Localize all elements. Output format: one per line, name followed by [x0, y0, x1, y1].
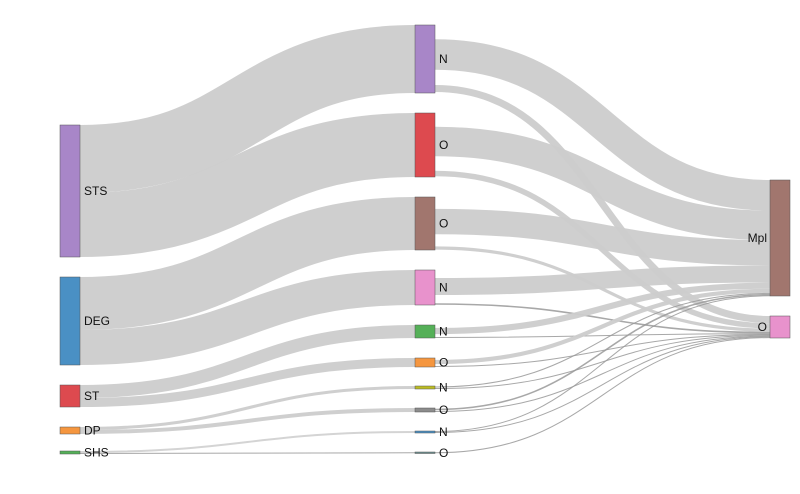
sankey-node-SHS_O[interactable] [414, 451, 436, 454]
sankey-node-O_end[interactable] [769, 315, 791, 339]
sankey-link-DP_N-to-O_end [434, 334, 771, 389]
sankey-link-DP_O-to-Mpl [434, 293, 771, 411]
sankey-link-DEG-to-DEG_N [79, 270, 416, 365]
sankey-link-SHS-to-SHS_N [79, 431, 416, 453]
sankey-link-STS-to-STS_N [79, 25, 416, 193]
sankey-node-DP_O[interactable] [414, 407, 436, 413]
sankey-link-DEG-to-DEG_O [79, 197, 416, 330]
sankey-node-label-ST_O: O [439, 356, 448, 370]
sankey-link-DEG_N-to-O_end [434, 303, 771, 334]
sankey-node-Mpl[interactable] [769, 179, 791, 297]
sankey-node-ST_N[interactable] [414, 324, 436, 339]
sankey-node-label-DP_N: N [439, 381, 448, 395]
sankey-link-ST_N-to-O_end [434, 333, 771, 338]
sankey-node-STS_N[interactable] [414, 24, 436, 94]
sankey-node-STS[interactable] [59, 124, 81, 258]
sankey-node-label-DEG_O: O [439, 217, 448, 231]
sankey-node-label-ST: ST [84, 389, 100, 403]
sankey-node-label-O_end: O [758, 320, 767, 334]
sankey-node-STS_O[interactable] [414, 112, 436, 178]
sankey-link-ST-to-ST_N [79, 325, 416, 398]
sankey-link-STS_N-to-O_end [434, 84, 771, 324]
sankey-link-SHS-to-SHS_O [79, 452, 416, 454]
sankey-node-label-DP_O: O [439, 403, 448, 417]
sankey-node-ST[interactable] [59, 384, 81, 408]
sankey-node-label-DEG_N: N [439, 281, 448, 295]
sankey-link-DP-to-DP_O [79, 408, 416, 434]
sankey-node-label-SHS_N: N [439, 425, 448, 439]
sankey-node-label-SHS_O: O [439, 446, 448, 460]
sankey-node-label-Mpl: Mpl [748, 231, 767, 245]
sankey-node-DP_N[interactable] [414, 385, 436, 390]
sankey-link-ST-to-ST_O [79, 358, 416, 407]
sankey-node-label-DEG: DEG [84, 314, 110, 328]
sankey-node-SHS[interactable] [59, 450, 81, 455]
sankey-link-STS_N-to-Mpl [434, 39, 771, 211]
sankey-node-label-STS: STS [84, 184, 107, 198]
sankey-node-label-DP: DP [84, 424, 101, 438]
sankey-node-DEG[interactable] [59, 276, 81, 366]
sankey-link-DEG_O-to-Mpl [434, 208, 771, 266]
sankey-link-DEG_N-to-Mpl [434, 265, 771, 296]
sankey-node-DEG_N[interactable] [414, 269, 436, 306]
sankey-link-DP_O-to-O_end [434, 335, 771, 412]
sankey-link-STS_O-to-Mpl [434, 126, 771, 241]
sankey-link-ST_O-to-Mpl [434, 288, 771, 365]
sankey-nodes [59, 24, 791, 455]
sankey-node-label-STS_N: N [439, 52, 448, 66]
sankey-node-SHS_N[interactable] [414, 430, 436, 434]
sankey-node-label-ST_N: N [439, 325, 448, 339]
sankey-link-DP-to-DP_N [79, 386, 416, 430]
sankey-node-label-SHS: SHS [84, 446, 109, 460]
sankey-node-DP[interactable] [59, 426, 81, 435]
sankey-node-DEG_O[interactable] [414, 196, 436, 251]
sankey-link-ST_N-to-Mpl [434, 282, 771, 335]
sankey-link-STS-to-STS_O [79, 113, 416, 257]
sankey-link-ST_O-to-O_end [434, 333, 771, 367]
sankey-link-SHS_O-to-O_end [434, 337, 771, 454]
sankey-link-SHS_N-to-O_end [434, 336, 771, 433]
sankey-link-SHS_N-to-Mpl [434, 295, 771, 432]
sankey-node-ST_O[interactable] [414, 357, 436, 368]
sankey-links [79, 25, 771, 454]
sankey-link-DEG_O-to-O_end [434, 246, 771, 332]
sankey-node-label-STS_O: O [439, 138, 448, 152]
sankey-link-DP_N-to-Mpl [434, 292, 771, 388]
